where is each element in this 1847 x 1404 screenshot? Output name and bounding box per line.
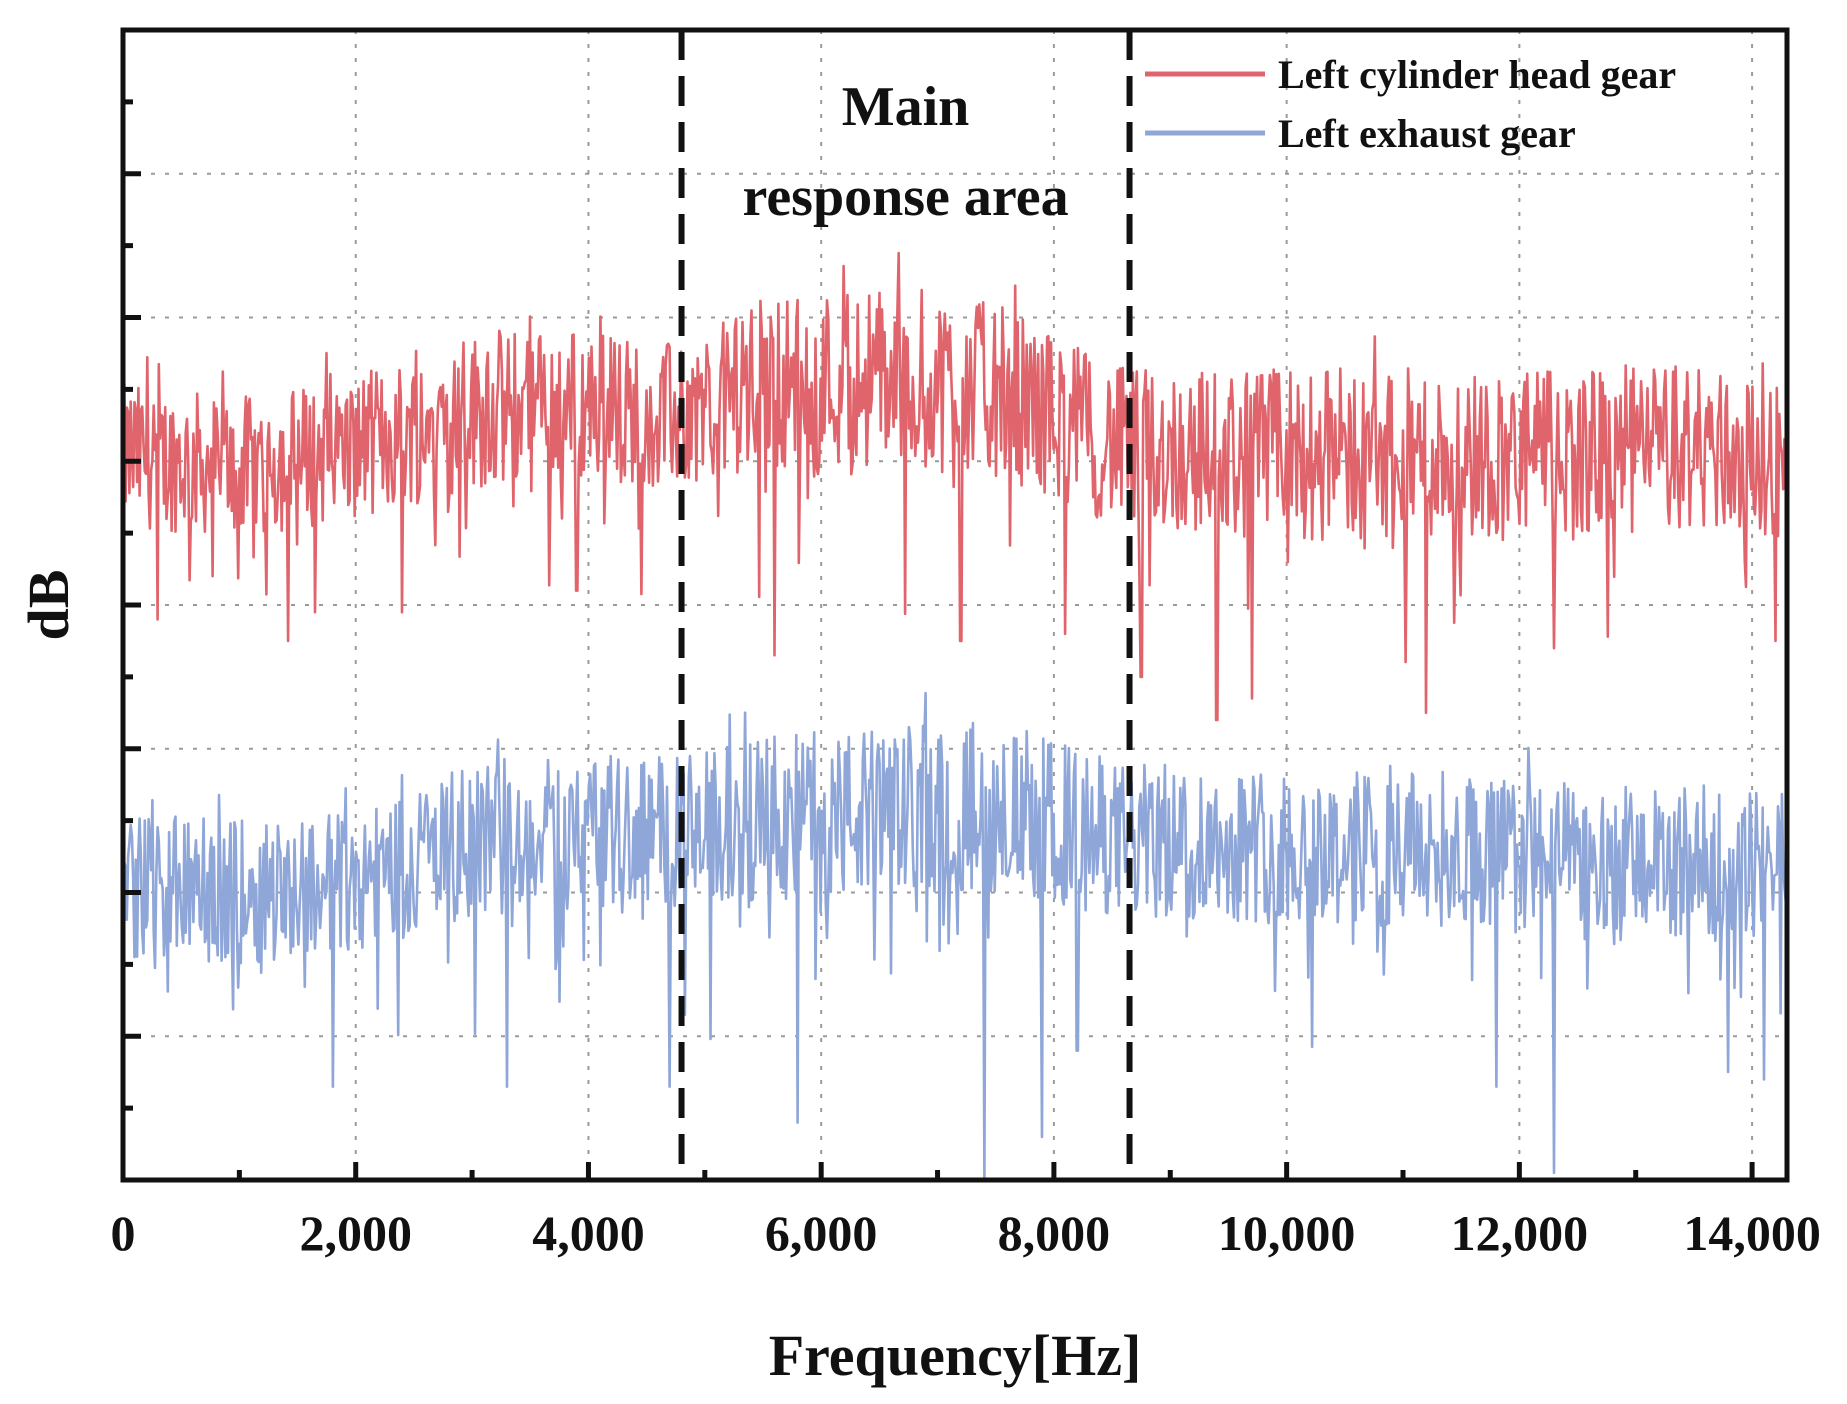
axes <box>120 27 1790 1183</box>
x-axis-title: Frequency[Hz] <box>769 1323 1142 1388</box>
series-layer <box>121 251 1789 1182</box>
legend-label-cylinder-head: Left cylinder head gear <box>1278 52 1676 97</box>
y-axis-title: dB <box>16 570 81 641</box>
x-tick-label-3: 6,000 <box>765 1205 878 1261</box>
x-tick-labels: 0 2,000 4,000 6,000 8,000 10,000 12,000 14,000 <box>111 1205 1821 1261</box>
region-label-line1: Main <box>842 76 970 138</box>
legend: Left cylinder head gear Left exhaust gea… <box>1145 52 1676 156</box>
x-tick-label-2: 4,000 <box>532 1205 645 1261</box>
region-label-line2: response area <box>742 166 1068 228</box>
x-tick-label-4: 8,000 <box>998 1205 1111 1261</box>
x-tick-label-7: 14,000 <box>1683 1205 1821 1261</box>
x-tick-label-0: 0 <box>111 1205 136 1261</box>
series-line-exhaust-gear <box>121 691 1789 1182</box>
x-tick-label-6: 12,000 <box>1451 1205 1589 1261</box>
x-tick-label-1: 2,000 <box>299 1205 412 1261</box>
series-line-cylinder-head-gear <box>121 251 1789 722</box>
legend-label-exhaust: Left exhaust gear <box>1278 111 1576 156</box>
x-tick-label-5: 10,000 <box>1218 1205 1356 1261</box>
response-region: Main response area <box>678 30 1133 1180</box>
